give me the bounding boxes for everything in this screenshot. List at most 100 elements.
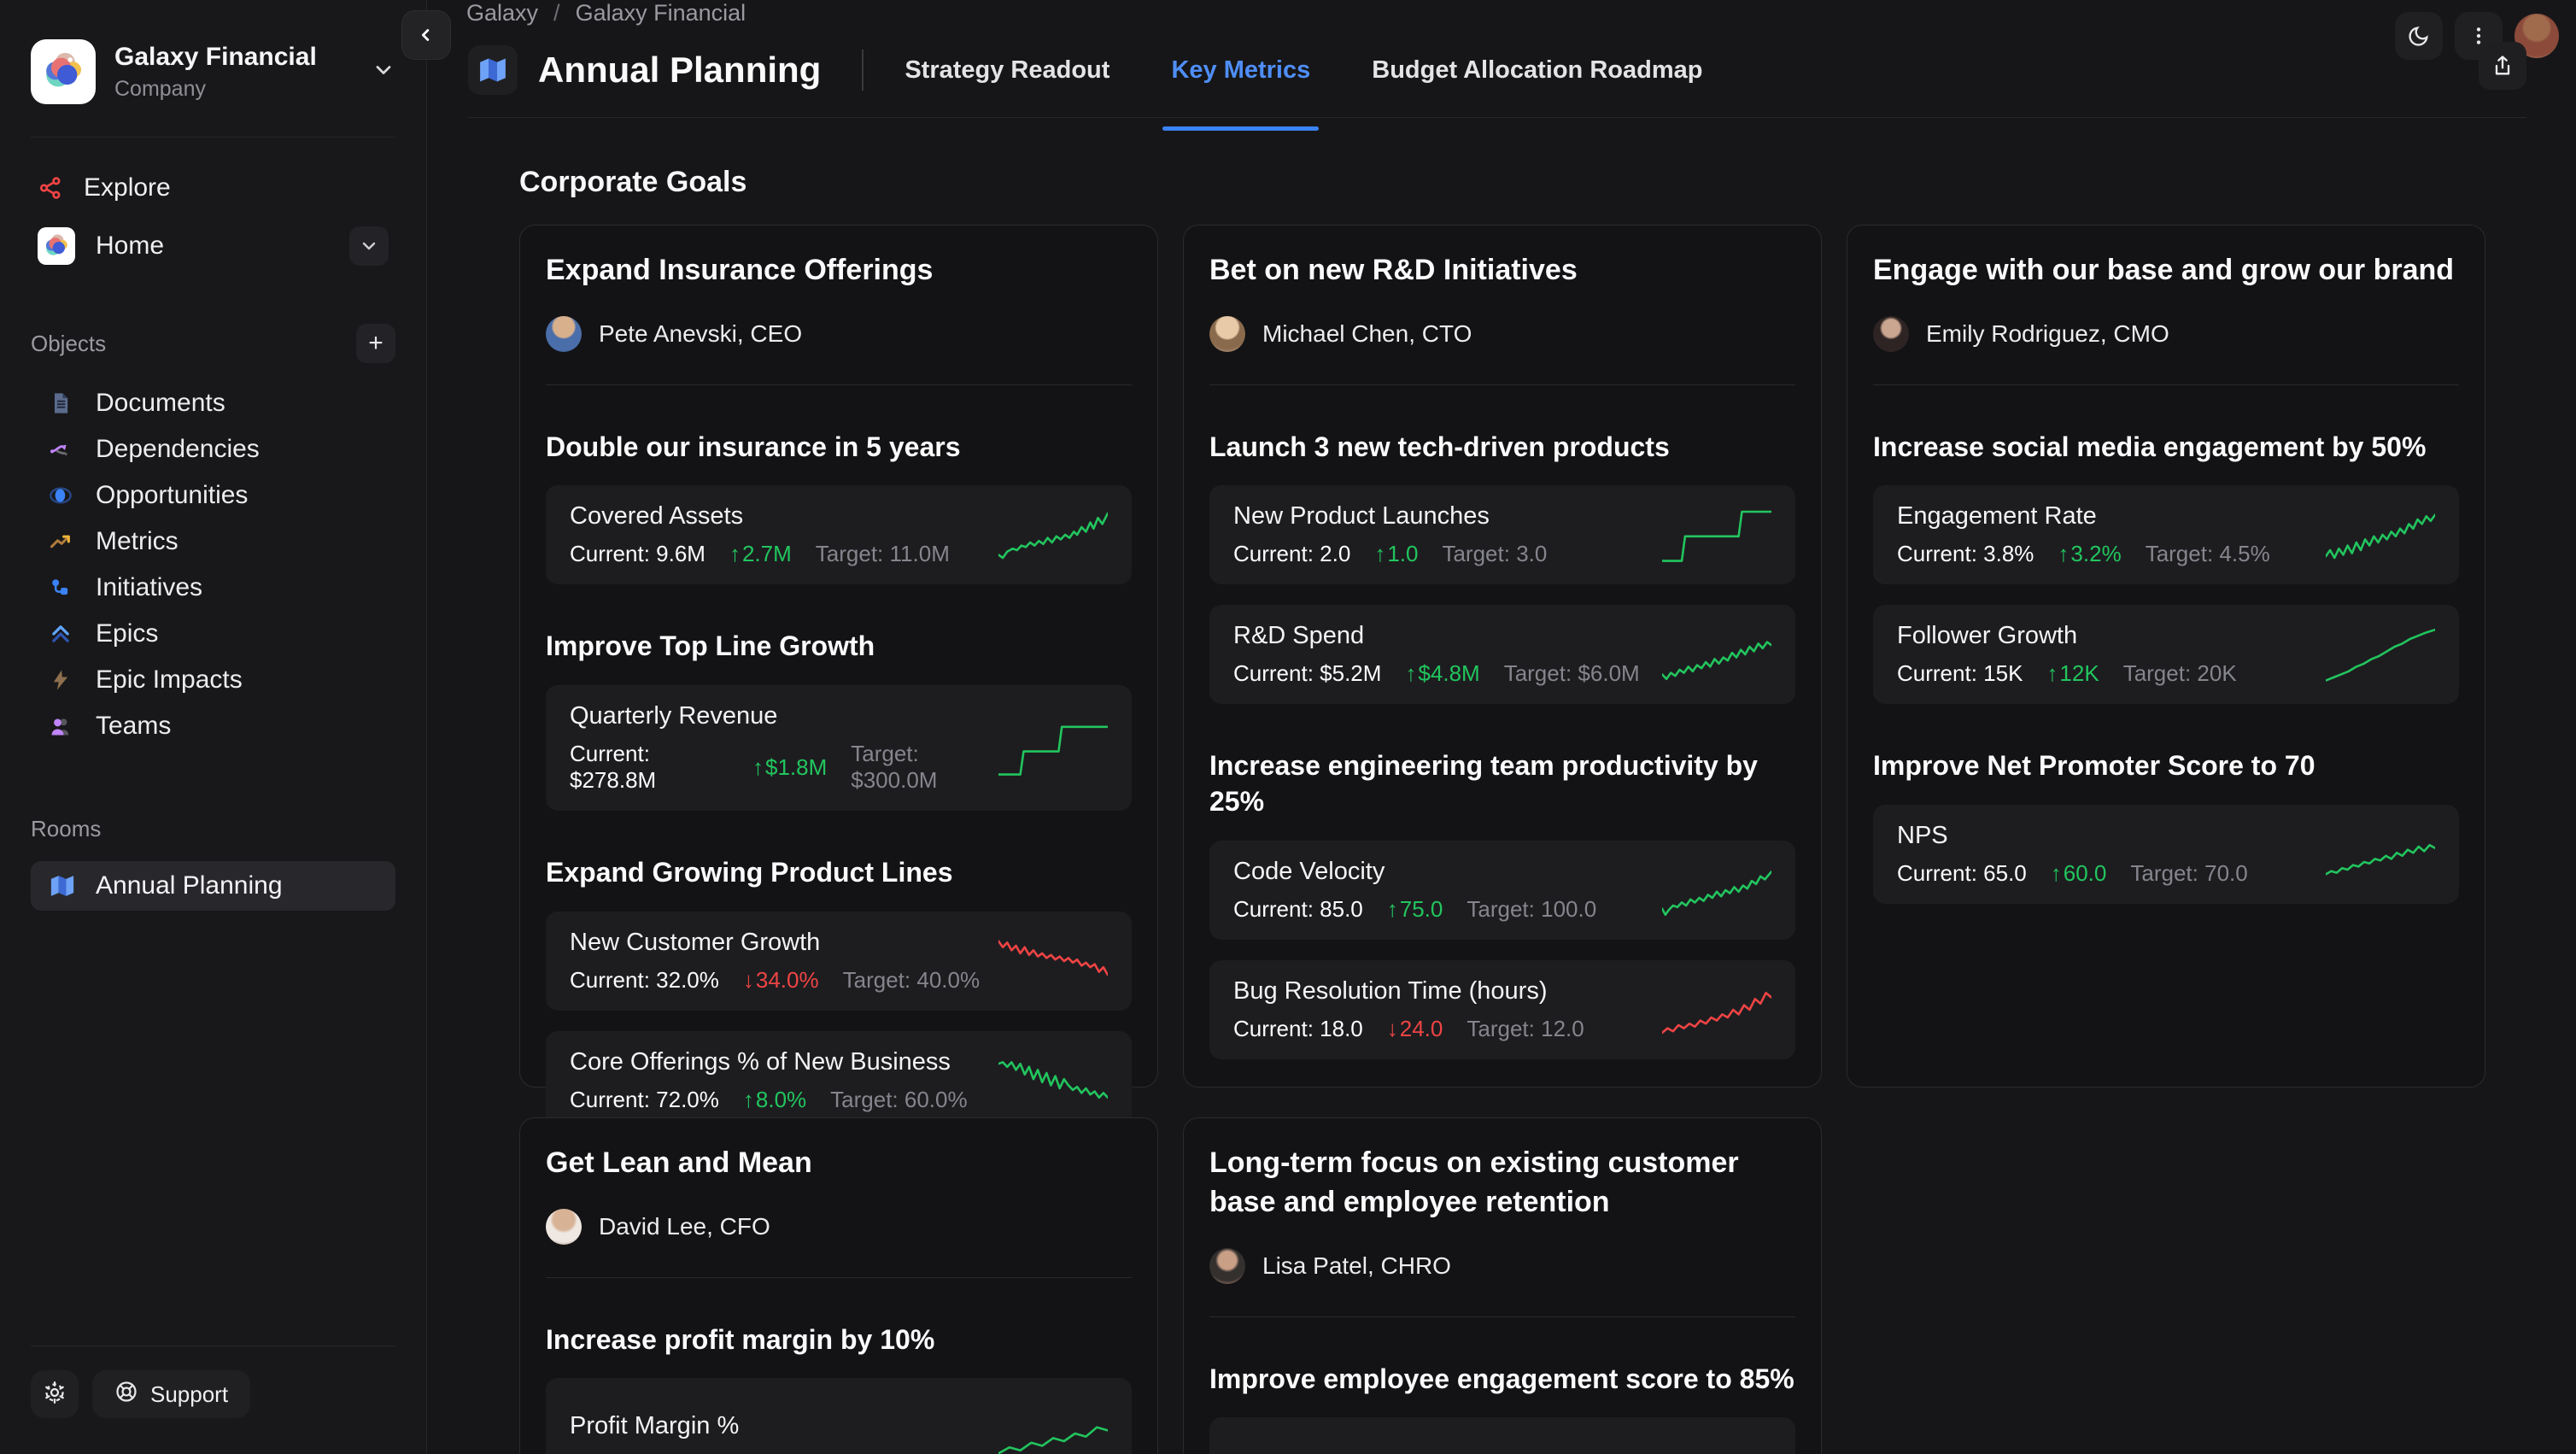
delta-arrow-icon xyxy=(729,541,741,567)
sidebar-item-label: Metrics xyxy=(96,527,179,555)
metric-stats: Current: $5.2M $4.8M Target: $6.0M xyxy=(1233,660,1640,687)
sidebar-item-dependencies[interactable]: Dependencies xyxy=(31,426,395,472)
metric-name: New Product Launches xyxy=(1233,502,1490,531)
metric-row[interactable]: Quarterly Revenue Current: $278.8M $1.8M… xyxy=(546,685,1132,812)
metric-row[interactable]: New Customer Growth Current: 32.0% 34.0%… xyxy=(546,911,1132,1011)
metric-row[interactable]: Profit Margin % xyxy=(546,1378,1132,1454)
metric-row[interactable] xyxy=(1209,1417,1795,1454)
metric-row[interactable]: R&D Spend Current: $5.2M $4.8M Target: $… xyxy=(1209,605,1795,705)
objective: Improve Top Line Growth Quarterly Revenu… xyxy=(546,629,1132,812)
sidebar-item-home[interactable]: Home xyxy=(31,221,395,271)
galaxy-logo-icon xyxy=(46,52,81,87)
sidebar-item-label: Annual Planning xyxy=(96,871,283,900)
theme-toggle-button[interactable] xyxy=(2395,12,2443,60)
goal-title: Get Lean and Mean xyxy=(546,1146,812,1179)
breadcrumb-galaxy[interactable]: Galaxy xyxy=(466,0,539,26)
sparkline xyxy=(998,1050,1108,1111)
goal-owner[interactable]: Lisa Patel, CHRO xyxy=(1209,1247,1795,1284)
goal-card-rd-initiatives: Bet on new R&D Initiatives Michael Chen,… xyxy=(1183,225,1822,1088)
home-expand-button[interactable] xyxy=(349,226,389,266)
sidebar-item-teams[interactable]: Teams xyxy=(31,703,395,749)
metric-row[interactable]: Follower Growth Current: 15K 12K Target:… xyxy=(1873,605,2459,705)
goal-owner[interactable]: Michael Chen, CTO xyxy=(1209,315,1795,352)
sidebar-item-opportunities[interactable]: Opportunities xyxy=(31,472,395,519)
owner-name: Emily Rodriguez, CMO xyxy=(1926,320,2169,347)
metric-row[interactable]: NPS Current: 65.0 60.0 Target: 70.0 xyxy=(1873,805,2459,905)
goal-card-lean-and-mean: Get Lean and Mean David Lee, CFO Increas… xyxy=(519,1117,1158,1454)
sparkline xyxy=(998,504,1108,566)
sparkline xyxy=(998,1395,1108,1454)
metric-stats: Current: $278.8M $1.8M Target: $300.0M xyxy=(570,741,998,794)
card-divider xyxy=(1209,384,1795,385)
metric-stats: Current: 85.0 75.0 Target: 100.0 xyxy=(1233,896,1596,923)
workspace-name: Galaxy Financial xyxy=(114,42,317,71)
goal-card-grow-brand: Engage with our base and grow our brand … xyxy=(1847,225,2485,1088)
owner-name: Michael Chen, CTO xyxy=(1262,320,1472,347)
settings-button[interactable] xyxy=(31,1370,79,1418)
tab-budget-allocation-roadmap[interactable]: Budget Allocation Roadmap xyxy=(1372,56,1703,84)
share-button[interactable] xyxy=(2479,42,2526,90)
metric-stats: Current: 15K 12K Target: 20K xyxy=(1897,660,2237,687)
tab-key-metrics[interactable]: Key Metrics xyxy=(1162,48,1320,131)
sidebar-item-explore[interactable]: Explore xyxy=(31,163,395,213)
metric-row[interactable]: Engagement Rate Current: 3.8% 3.2% Targe… xyxy=(1873,485,2459,585)
breadcrumb: Galaxy / Galaxy Financial xyxy=(466,0,746,26)
metric-row[interactable]: Core Offerings % of New Business Current… xyxy=(546,1030,1132,1130)
workspace-switcher[interactable]: Galaxy Financial Company xyxy=(31,0,395,137)
sparkline xyxy=(1662,859,1771,921)
sidebar-item-label: Initiatives xyxy=(96,573,203,601)
metric-row[interactable]: New Product Launches Current: 2.0 1.0 Ta… xyxy=(1209,485,1795,585)
metrics-icon xyxy=(48,529,73,554)
epic-impacts-icon xyxy=(48,667,73,693)
sparkline xyxy=(998,930,1108,992)
sidebar-divider xyxy=(31,137,395,138)
map-icon xyxy=(50,873,75,899)
sidebar-item-epics[interactable]: Epics xyxy=(31,611,395,657)
sidebar-item-documents[interactable]: Documents xyxy=(31,380,395,426)
page-title: Annual Planning xyxy=(538,50,822,90)
card-divider xyxy=(1209,1316,1795,1317)
metric-stats: Current: 72.0% 8.0% Target: 60.0% xyxy=(570,1087,968,1113)
metric-row[interactable]: Covered Assets Current: 9.6M 2.7M Target… xyxy=(546,485,1132,585)
objective: Expand Growing Product Lines New Custome… xyxy=(546,855,1132,1130)
breadcrumb-separator: / xyxy=(553,0,560,26)
metric-stats: Current: 9.6M 2.7M Target: 11.0M xyxy=(570,541,950,567)
add-object-button[interactable]: + xyxy=(356,324,395,363)
objective-heading: Improve Top Line Growth xyxy=(546,630,875,662)
goal-grid: Expand Insurance Offerings Pete Anevski,… xyxy=(519,225,2485,1454)
breadcrumb-galaxy-financial[interactable]: Galaxy Financial xyxy=(575,0,746,26)
metric-name: Profit Margin % xyxy=(570,1411,740,1439)
sidebar: Galaxy Financial Company Explore Home xyxy=(0,0,427,1454)
sidebar-item-label: Dependencies xyxy=(96,435,260,463)
epics-icon xyxy=(48,621,73,647)
collapse-sidebar-button[interactable] xyxy=(401,10,451,60)
sidebar-item-metrics[interactable]: Metrics xyxy=(31,519,395,565)
metric-row[interactable]: Code Velocity Current: 85.0 75.0 Target:… xyxy=(1209,840,1795,940)
metric-row[interactable]: Bug Resolution Time (hours) Current: 18.… xyxy=(1209,959,1795,1059)
share-export-icon xyxy=(2495,56,2510,75)
delta-arrow-icon xyxy=(1405,660,1416,687)
goal-owner[interactable]: Pete Anevski, CEO xyxy=(546,315,1132,352)
chevron-down-icon[interactable] xyxy=(372,58,395,86)
sidebar-item-initiatives[interactable]: Initiatives xyxy=(31,565,395,611)
sidebar-item-epic-impacts[interactable]: Epic Impacts xyxy=(31,657,395,703)
objective: Improve Net Promoter Score to 70 NPS Cur… xyxy=(1873,748,2459,905)
delta-arrow-icon xyxy=(2058,541,2069,567)
goal-owner[interactable]: David Lee, CFO xyxy=(546,1208,1132,1245)
owner-avatar xyxy=(1873,315,1909,352)
sparkline xyxy=(1662,624,1771,685)
goal-owner[interactable]: Emily Rodriguez, CMO xyxy=(1873,315,2459,352)
sparkline xyxy=(998,718,1108,779)
metric-name: Quarterly Revenue xyxy=(570,702,778,730)
objective: Double our insurance in 5 years Covered … xyxy=(546,430,1132,585)
metric-name: NPS xyxy=(1897,822,1948,850)
scroll-area[interactable]: Corporate Goals Expand Insurance Offerin… xyxy=(427,118,2576,1454)
objective-heading: Improve Net Promoter Score to 70 xyxy=(1873,750,2315,782)
sidebar-item-annual-planning[interactable]: Annual Planning xyxy=(31,861,395,911)
kebab-menu-icon xyxy=(2476,27,2481,44)
delta-arrow-icon xyxy=(743,967,754,994)
support-button[interactable]: Support xyxy=(92,1370,251,1418)
objective-heading: Expand Growing Product Lines xyxy=(546,857,953,888)
tab-strategy-readout[interactable]: Strategy Readout xyxy=(905,56,1110,84)
initiatives-icon xyxy=(48,575,73,601)
